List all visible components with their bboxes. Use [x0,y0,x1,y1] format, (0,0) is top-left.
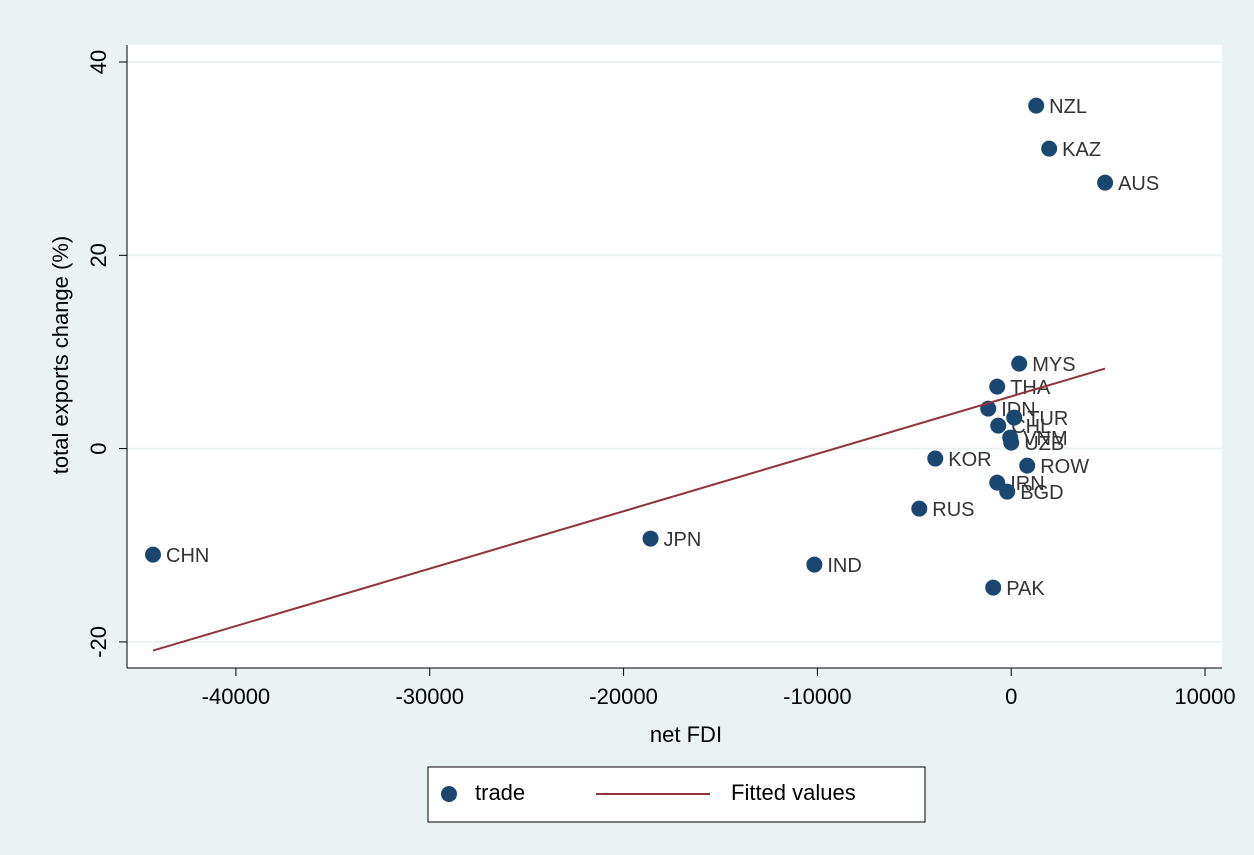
legend-label: trade [475,780,525,805]
x-tick-label: -40000 [202,684,271,709]
point-label: IRN [1010,473,1044,495]
x-tick-label: -30000 [395,684,464,709]
point [1097,174,1114,191]
point [145,546,162,563]
point-label: UZB [1024,433,1064,455]
point [642,530,659,547]
point-label: NZL [1049,96,1087,118]
fitted-line [152,367,1106,652]
point-label: IND [827,555,861,577]
x-tick-label: 10000 [1174,684,1235,709]
point-label: RUS [932,499,974,521]
legend-marker [441,786,457,802]
point [1002,429,1019,446]
legend-label: Fitted values [731,780,856,805]
y-tick-label: 40 [86,50,111,74]
point-label: KAZ [1062,139,1101,161]
point [806,556,823,573]
point [1028,97,1045,114]
x-axis-label: net FDI [650,722,722,747]
point-label: AUS [1118,173,1159,195]
point [990,417,1007,434]
y-tick-label: 0 [86,442,111,454]
point-label: PAK [1006,578,1045,600]
point [1041,140,1058,157]
point [1006,409,1023,426]
x-tick-label: -10000 [783,684,852,709]
point-label: TUR [1027,408,1068,430]
y-tick-label: -20 [86,626,111,658]
point-label: JPN [664,529,702,551]
point-label: BGD [1020,482,1063,504]
point [985,579,1002,596]
point [911,500,928,517]
point-label: VNM [1023,428,1067,450]
x-tick-label: 0 [1005,684,1017,709]
point [1011,355,1028,372]
point-label: CHN [166,545,209,567]
y-axis-label: total exports change (%) [48,236,73,474]
point-label: KOR [948,449,991,471]
point [1019,457,1036,474]
point [927,450,944,467]
point [989,378,1006,395]
point-label: MYS [1032,354,1075,376]
legend-box [427,766,926,823]
x-tick-label: -20000 [589,684,658,709]
point [999,483,1016,500]
plot-region [127,45,1222,668]
point-label: ROW [1040,456,1089,478]
y-tick-label: 20 [86,243,111,267]
